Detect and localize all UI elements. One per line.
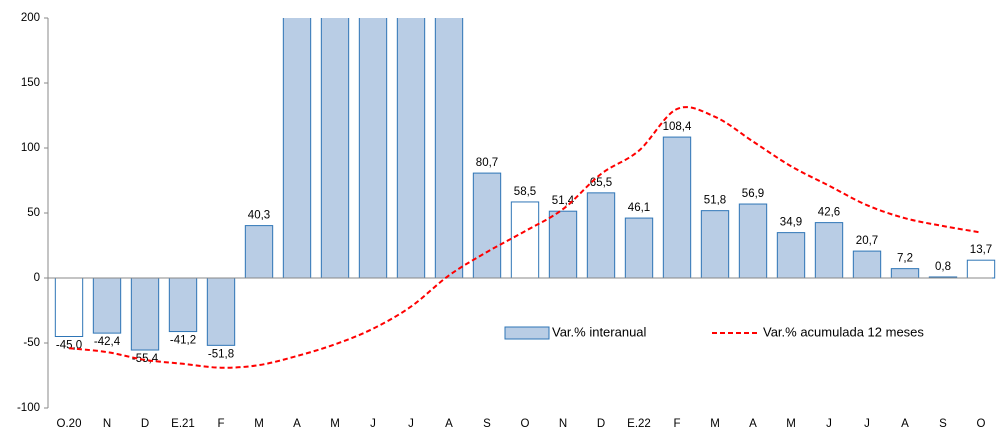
- value-label: 13,7: [970, 244, 992, 256]
- bar: [662, 136, 692, 279]
- value-label: -51,8: [208, 348, 234, 360]
- bar: [168, 277, 198, 333]
- y-tick-label: 150: [21, 77, 40, 89]
- value-label: 42,6: [818, 207, 840, 219]
- x-tick-label: A: [901, 418, 909, 430]
- x-tick-label: A: [445, 418, 453, 430]
- x-tick-label: J: [826, 418, 832, 430]
- bar: [244, 225, 274, 279]
- y-tick-label: -50: [23, 337, 40, 349]
- x-tick-label: E.22: [627, 418, 651, 430]
- legend-swatch: [504, 326, 550, 340]
- bar: [700, 210, 730, 279]
- x-tick-label: E.21: [171, 418, 195, 430]
- y-tick-label: 0: [34, 272, 40, 284]
- value-label: 0,8: [935, 261, 951, 273]
- x-tick-label: J: [370, 418, 376, 430]
- value-label: 65,5: [590, 177, 612, 189]
- x-tick-label: M: [786, 418, 796, 430]
- value-label: 40,3: [248, 210, 270, 222]
- value-label: 58,5: [514, 186, 536, 198]
- value-label: 46,1: [628, 202, 650, 214]
- bar: [358, 18, 388, 279]
- bar: [396, 18, 426, 279]
- bar: [320, 18, 350, 279]
- value-label: 51,8: [704, 195, 726, 207]
- value-label: -55,4: [132, 353, 159, 365]
- bar: [548, 210, 578, 279]
- bar: [624, 217, 654, 279]
- x-tick-label: J: [864, 418, 870, 430]
- x-tick-label: D: [141, 418, 149, 430]
- bar: [776, 232, 806, 279]
- y-tick-label: 100: [21, 142, 40, 154]
- value-label: 20,7: [856, 235, 878, 247]
- value-label: 56,9: [742, 188, 764, 200]
- y-tick-label: 200: [21, 12, 40, 24]
- bar: [282, 18, 312, 279]
- x-tick-label: F: [673, 418, 680, 430]
- x-tick-label: A: [749, 418, 757, 430]
- bar: [92, 277, 122, 334]
- x-tick-label: M: [254, 418, 264, 430]
- x-tick-label: O: [521, 418, 530, 430]
- bar: [586, 192, 616, 279]
- bar: [206, 277, 236, 346]
- x-tick-label: M: [330, 418, 340, 430]
- bar: [54, 277, 84, 337]
- x-tick-label: F: [217, 418, 224, 430]
- x-tick-label: N: [103, 418, 111, 430]
- value-label: 34,9: [780, 217, 802, 229]
- legend-label: Var.% acumulada 12 meses: [763, 324, 924, 339]
- value-label: -45,0: [56, 340, 82, 352]
- bar: [814, 222, 844, 279]
- x-tick-label: M: [710, 418, 720, 430]
- bar: [890, 268, 920, 279]
- value-label: 108,4: [663, 121, 692, 133]
- x-tick-label: N: [559, 418, 567, 430]
- line: [68, 106, 982, 369]
- bar-layer: [54, 18, 996, 351]
- x-tick-label: D: [597, 418, 605, 430]
- value-label: 80,7: [476, 157, 498, 169]
- value-label: 7,2: [897, 253, 913, 265]
- x-tick-label: S: [483, 418, 491, 430]
- x-tick-label: A: [293, 418, 301, 430]
- bar: [130, 277, 160, 351]
- value-label: -41,2: [170, 335, 196, 347]
- bar: [510, 201, 540, 279]
- bar: [966, 259, 996, 279]
- legend-label: Var.% interanual: [552, 324, 647, 339]
- y-tick-label: -100: [17, 402, 40, 414]
- x-tick-label: O: [977, 418, 986, 430]
- x-tick-label: O.20: [57, 418, 82, 430]
- bar: [738, 203, 768, 279]
- x-tick-label: S: [939, 418, 947, 430]
- bar: [472, 172, 502, 279]
- bar: [852, 250, 882, 279]
- y-tick-label: 50: [27, 207, 40, 219]
- bar: [434, 18, 464, 279]
- x-tick-label: J: [408, 418, 414, 430]
- value-label: -42,4: [94, 336, 121, 348]
